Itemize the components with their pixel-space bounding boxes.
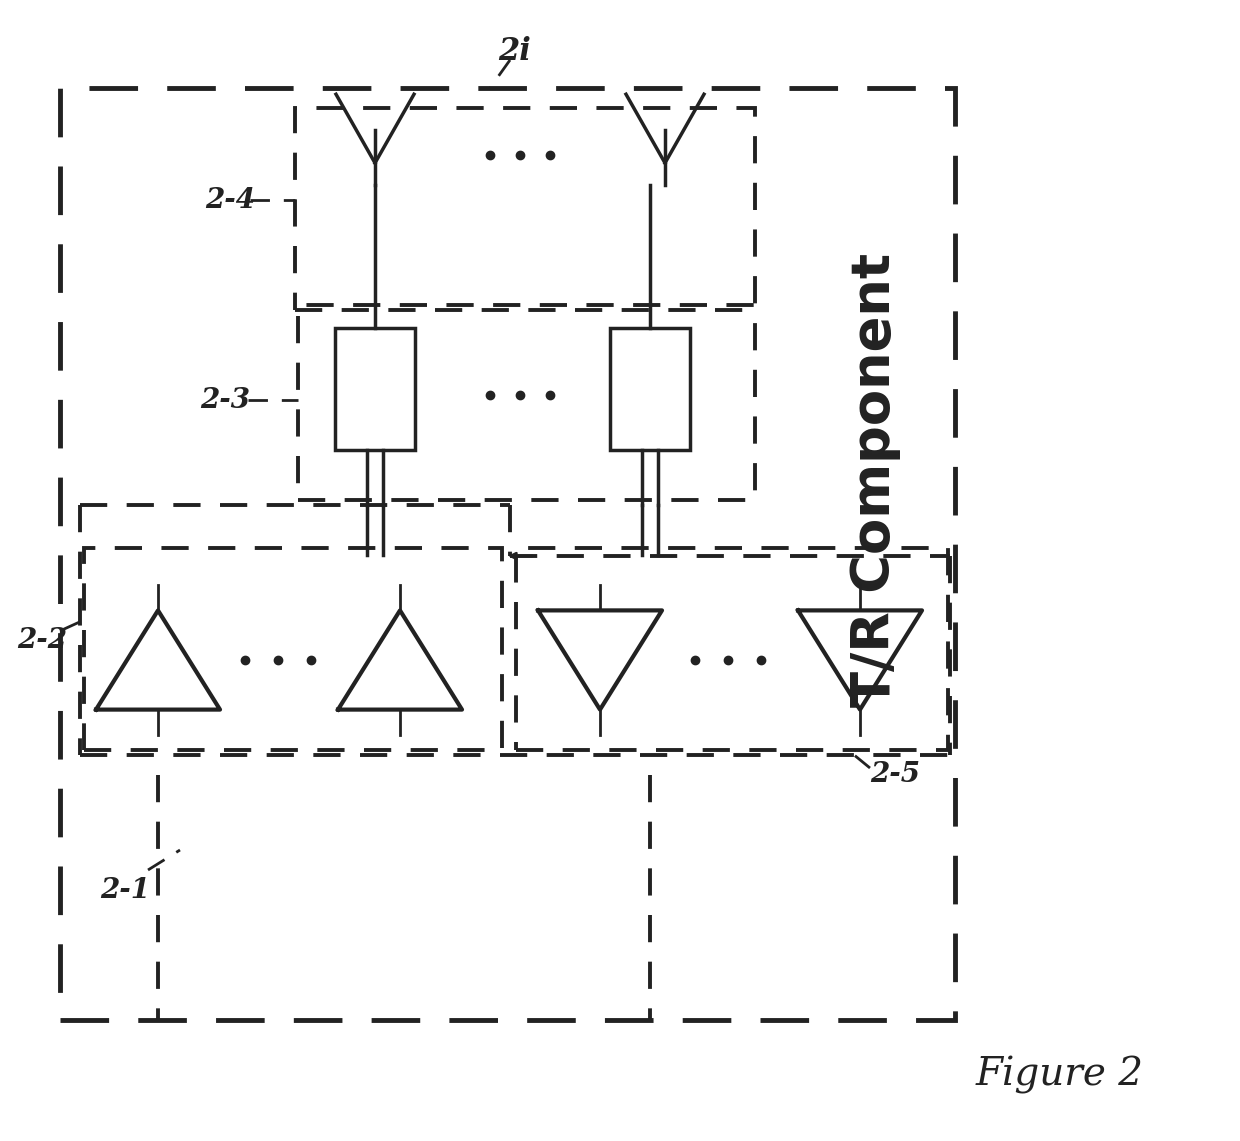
- Text: T/R Component: T/R Component: [849, 253, 901, 707]
- Bar: [60, 88, 955, 1020]
- Text: 2i: 2i: [498, 37, 532, 67]
- Bar: [84, 548, 502, 750]
- Text: 2-4: 2-4: [205, 186, 255, 213]
- Bar: [295, 108, 755, 310]
- Bar: [516, 548, 949, 750]
- Bar: [298, 305, 755, 500]
- Bar: [335, 327, 415, 450]
- Text: 2-1: 2-1: [100, 876, 150, 904]
- Text: Figure 2: Figure 2: [976, 1057, 1145, 1094]
- Text: 2-3: 2-3: [200, 387, 250, 413]
- Text: 2-5: 2-5: [870, 761, 920, 788]
- Text: 2-2: 2-2: [17, 626, 67, 654]
- Bar: [610, 327, 689, 450]
